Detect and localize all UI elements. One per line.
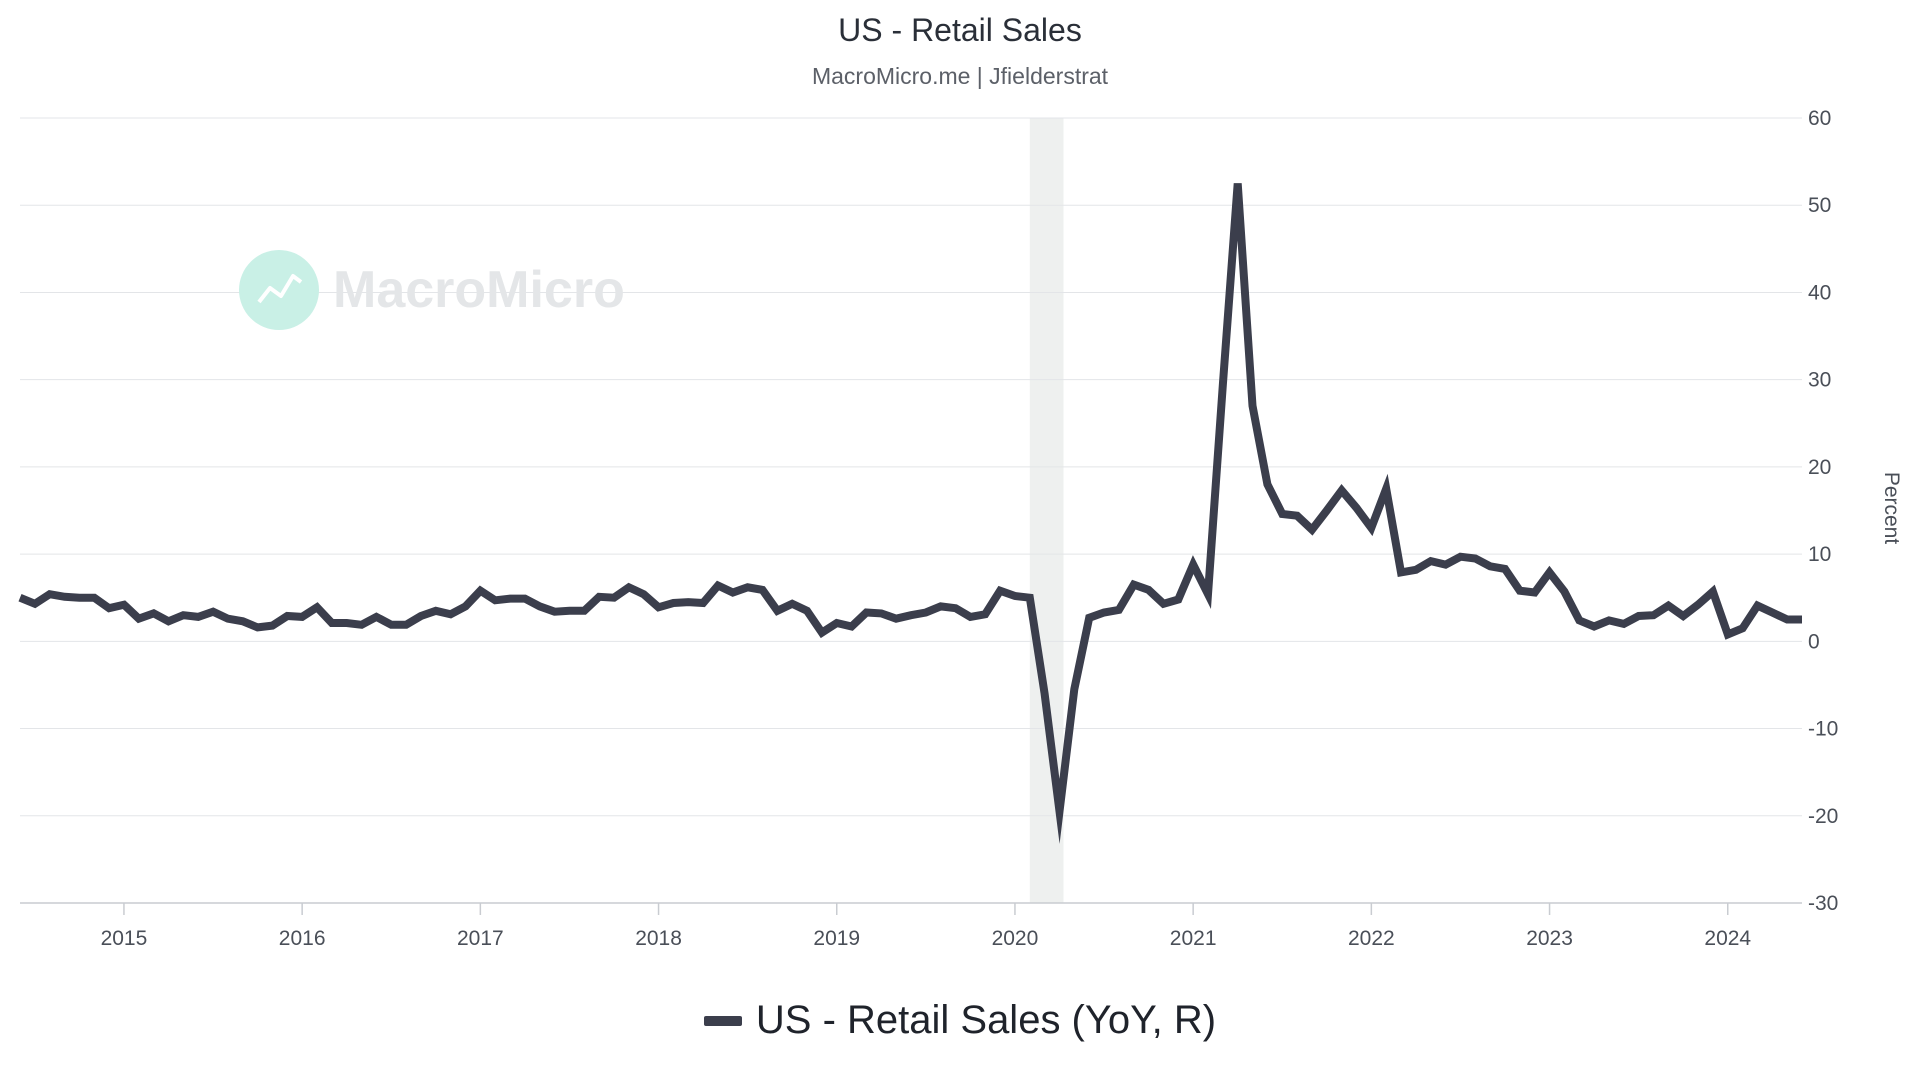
x-tick-label: 2023 [1526, 927, 1573, 950]
y-tick-label: -30 [1808, 892, 1838, 915]
x-tick-label: 2017 [457, 927, 504, 950]
x-tick-label: 2018 [635, 927, 682, 950]
y-tick-label: -10 [1808, 718, 1838, 741]
series-layer [18, 183, 1802, 844]
x-tick-label: 2016 [279, 927, 326, 950]
y-tick-label: 30 [1808, 369, 1831, 392]
y-axis-label: Percent [1880, 472, 1903, 545]
legend-item[interactable]: US - Retail Sales (YoY, R) [0, 998, 1920, 1043]
y-tick-label: 0 [1808, 630, 1820, 653]
watermark-logo-icon [239, 250, 319, 330]
y-tick-label: 40 [1808, 281, 1831, 304]
gridlines [20, 117, 1802, 904]
y-tick-label: 50 [1808, 194, 1831, 217]
y-tick-label: 20 [1808, 456, 1831, 479]
x-axis-ticks: 2015 2016 2017 2018 2019 2020 2021 2022 2023 2024 [101, 903, 1751, 950]
chart-subtitle: MacroMicro.me | Jfielderstrat [811, 63, 1109, 89]
x-tick-label: 2019 [813, 927, 860, 950]
watermark-chart-glyph [257, 274, 303, 304]
y-tick-label: 10 [1808, 543, 1831, 566]
x-tick-label: 2015 [101, 927, 148, 950]
x-tick-label: 2020 [992, 927, 1039, 950]
legend-label: US - Retail Sales (YoY, R) [755, 998, 1217, 1042]
x-tick-label: 2021 [1170, 927, 1217, 950]
watermark: MacroMicro [239, 250, 625, 330]
x-tick-label: 2022 [1348, 927, 1395, 950]
y-tick-label: -20 [1808, 805, 1838, 828]
y-axis-ticks: -30 -20 -10 0 10 20 30 40 50 60 [1808, 107, 1838, 915]
chart-title: US - Retail Sales [838, 12, 1082, 48]
series-line-0 [18, 183, 1802, 844]
x-tick-label: 2024 [1704, 927, 1751, 950]
watermark-text: MacroMicro [333, 261, 625, 319]
legend-line-icon [703, 1015, 742, 1026]
y-tick-label: 60 [1808, 107, 1831, 130]
